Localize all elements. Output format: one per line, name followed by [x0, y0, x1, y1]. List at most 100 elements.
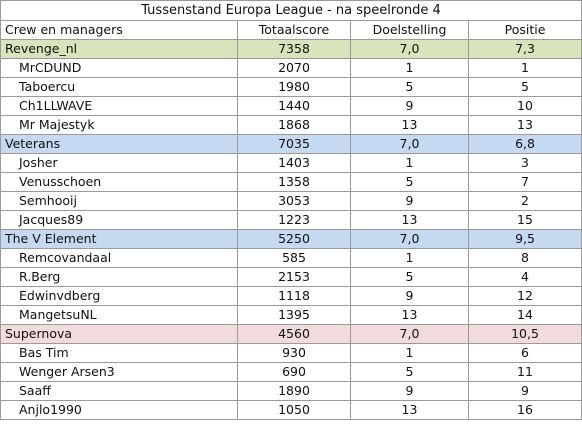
member-row: Josher 1403 1 3	[0, 153, 582, 173]
title-row: Tussenstand Europa League - na speelrond…	[0, 0, 582, 21]
member-goal: 13	[350, 305, 469, 325]
member-score: 1358	[237, 172, 351, 192]
member-goal: 5	[350, 77, 469, 97]
member-score: 2070	[237, 58, 351, 78]
member-position: 14	[467, 305, 582, 325]
member-goal: 5	[350, 172, 469, 192]
member-score: 2153	[237, 267, 351, 287]
team-goal: 7,0	[350, 229, 469, 249]
member-row: Semhooij 3053 9 2	[0, 191, 582, 211]
header-doelstelling: Doelstelling	[350, 20, 469, 40]
member-score: 1890	[237, 381, 351, 401]
member-goal: 1	[350, 58, 469, 78]
team-score: 4560	[237, 324, 351, 344]
member-goal: 9	[350, 286, 469, 306]
member-goal: 9	[350, 96, 469, 116]
header-positie: Positie	[467, 20, 582, 40]
member-position: 9	[467, 381, 582, 401]
member-name: Remcovandaal	[0, 248, 238, 268]
member-row: Mr Majestyk 1868 13 13	[0, 115, 582, 135]
member-row: Saaff 1890 9 9	[0, 381, 582, 401]
member-row: Ch1LLWAVE 1440 9 10	[0, 96, 582, 116]
member-score: 1118	[237, 286, 351, 306]
member-score: 1395	[237, 305, 351, 325]
member-name: MangetsuNL	[0, 305, 238, 325]
member-goal: 5	[350, 267, 469, 287]
team-name: Veterans	[0, 134, 238, 154]
member-row: Wenger Arsen3 690 5 11	[0, 362, 582, 382]
team-name: Supernova	[0, 324, 238, 344]
member-position: 12	[467, 286, 582, 306]
member-row: R.Berg 2153 5 4	[0, 267, 582, 287]
member-score: 1868	[237, 115, 351, 135]
member-position: 5	[467, 77, 582, 97]
team-goal: 7,0	[350, 39, 469, 59]
member-row: Jacques89 1223 13 15	[0, 210, 582, 230]
team-row: Revenge_nl 7358 7,0 7,3	[0, 39, 582, 59]
member-name: Josher	[0, 153, 238, 173]
team-goal: 7,0	[350, 324, 469, 344]
member-position: 3	[467, 153, 582, 173]
member-goal: 1	[350, 248, 469, 268]
member-position: 8	[467, 248, 582, 268]
member-position: 11	[467, 362, 582, 382]
member-goal: 13	[350, 210, 469, 230]
header-totaalscore: Totaalscore	[237, 20, 351, 40]
team-row: Veterans 7035 7,0 6,8	[0, 134, 582, 154]
member-name: R.Berg	[0, 267, 238, 287]
team-score: 7358	[237, 39, 351, 59]
member-name: Wenger Arsen3	[0, 362, 238, 382]
member-position: 4	[467, 267, 582, 287]
member-row: Taboercu 1980 5 5	[0, 77, 582, 97]
member-goal: 13	[350, 400, 469, 420]
team-row: Supernova 4560 7,0 10,5	[0, 324, 582, 344]
team-row: The V Element 5250 7,0 9,5	[0, 229, 582, 249]
member-score: 930	[237, 343, 351, 363]
member-row: Bas Tim 930 1 6	[0, 343, 582, 363]
member-name: Ch1LLWAVE	[0, 96, 238, 116]
member-name: Semhooij	[0, 191, 238, 211]
member-position: 13	[467, 115, 582, 135]
team-score: 5250	[237, 229, 351, 249]
member-position: 6	[467, 343, 582, 363]
member-name: Mr Majestyk	[0, 115, 238, 135]
member-row: Remcovandaal 585 1 8	[0, 248, 582, 268]
team-position: 7,3	[467, 39, 582, 59]
header-row: Crew en managers Totaalscore Doelstellin…	[0, 20, 582, 40]
member-goal: 9	[350, 191, 469, 211]
member-name: Taboercu	[0, 77, 238, 97]
member-score: 1223	[237, 210, 351, 230]
member-row: Anjlo1990 1050 13 16	[0, 400, 582, 420]
member-name: MrCDUND	[0, 58, 238, 78]
team-position: 6,8	[467, 134, 582, 154]
member-goal: 13	[350, 115, 469, 135]
member-name: Anjlo1990	[0, 400, 238, 420]
member-position: 1	[467, 58, 582, 78]
member-goal: 1	[350, 343, 469, 363]
member-name: Saaff	[0, 381, 238, 401]
member-position: 15	[467, 210, 582, 230]
member-row: Venusschoen 1358 5 7	[0, 172, 582, 192]
member-row: MangetsuNL 1395 13 14	[0, 305, 582, 325]
member-name: Edwinvdberg	[0, 286, 238, 306]
member-name: Venusschoen	[0, 172, 238, 192]
member-goal: 5	[350, 362, 469, 382]
member-score: 1980	[237, 77, 351, 97]
team-name: The V Element	[0, 229, 238, 249]
member-position: 10	[467, 96, 582, 116]
member-goal: 1	[350, 153, 469, 173]
member-row: Edwinvdberg 1118 9 12	[0, 286, 582, 306]
member-score: 690	[237, 362, 351, 382]
team-position: 9,5	[467, 229, 582, 249]
team-goal: 7,0	[350, 134, 469, 154]
member-position: 2	[467, 191, 582, 211]
team-score: 7035	[237, 134, 351, 154]
member-score: 1050	[237, 400, 351, 420]
member-score: 1403	[237, 153, 351, 173]
table-title: Tussenstand Europa League - na speelrond…	[0, 0, 582, 21]
header-crew: Crew en managers	[0, 20, 238, 40]
member-score: 3053	[237, 191, 351, 211]
team-name: Revenge_nl	[0, 39, 238, 59]
